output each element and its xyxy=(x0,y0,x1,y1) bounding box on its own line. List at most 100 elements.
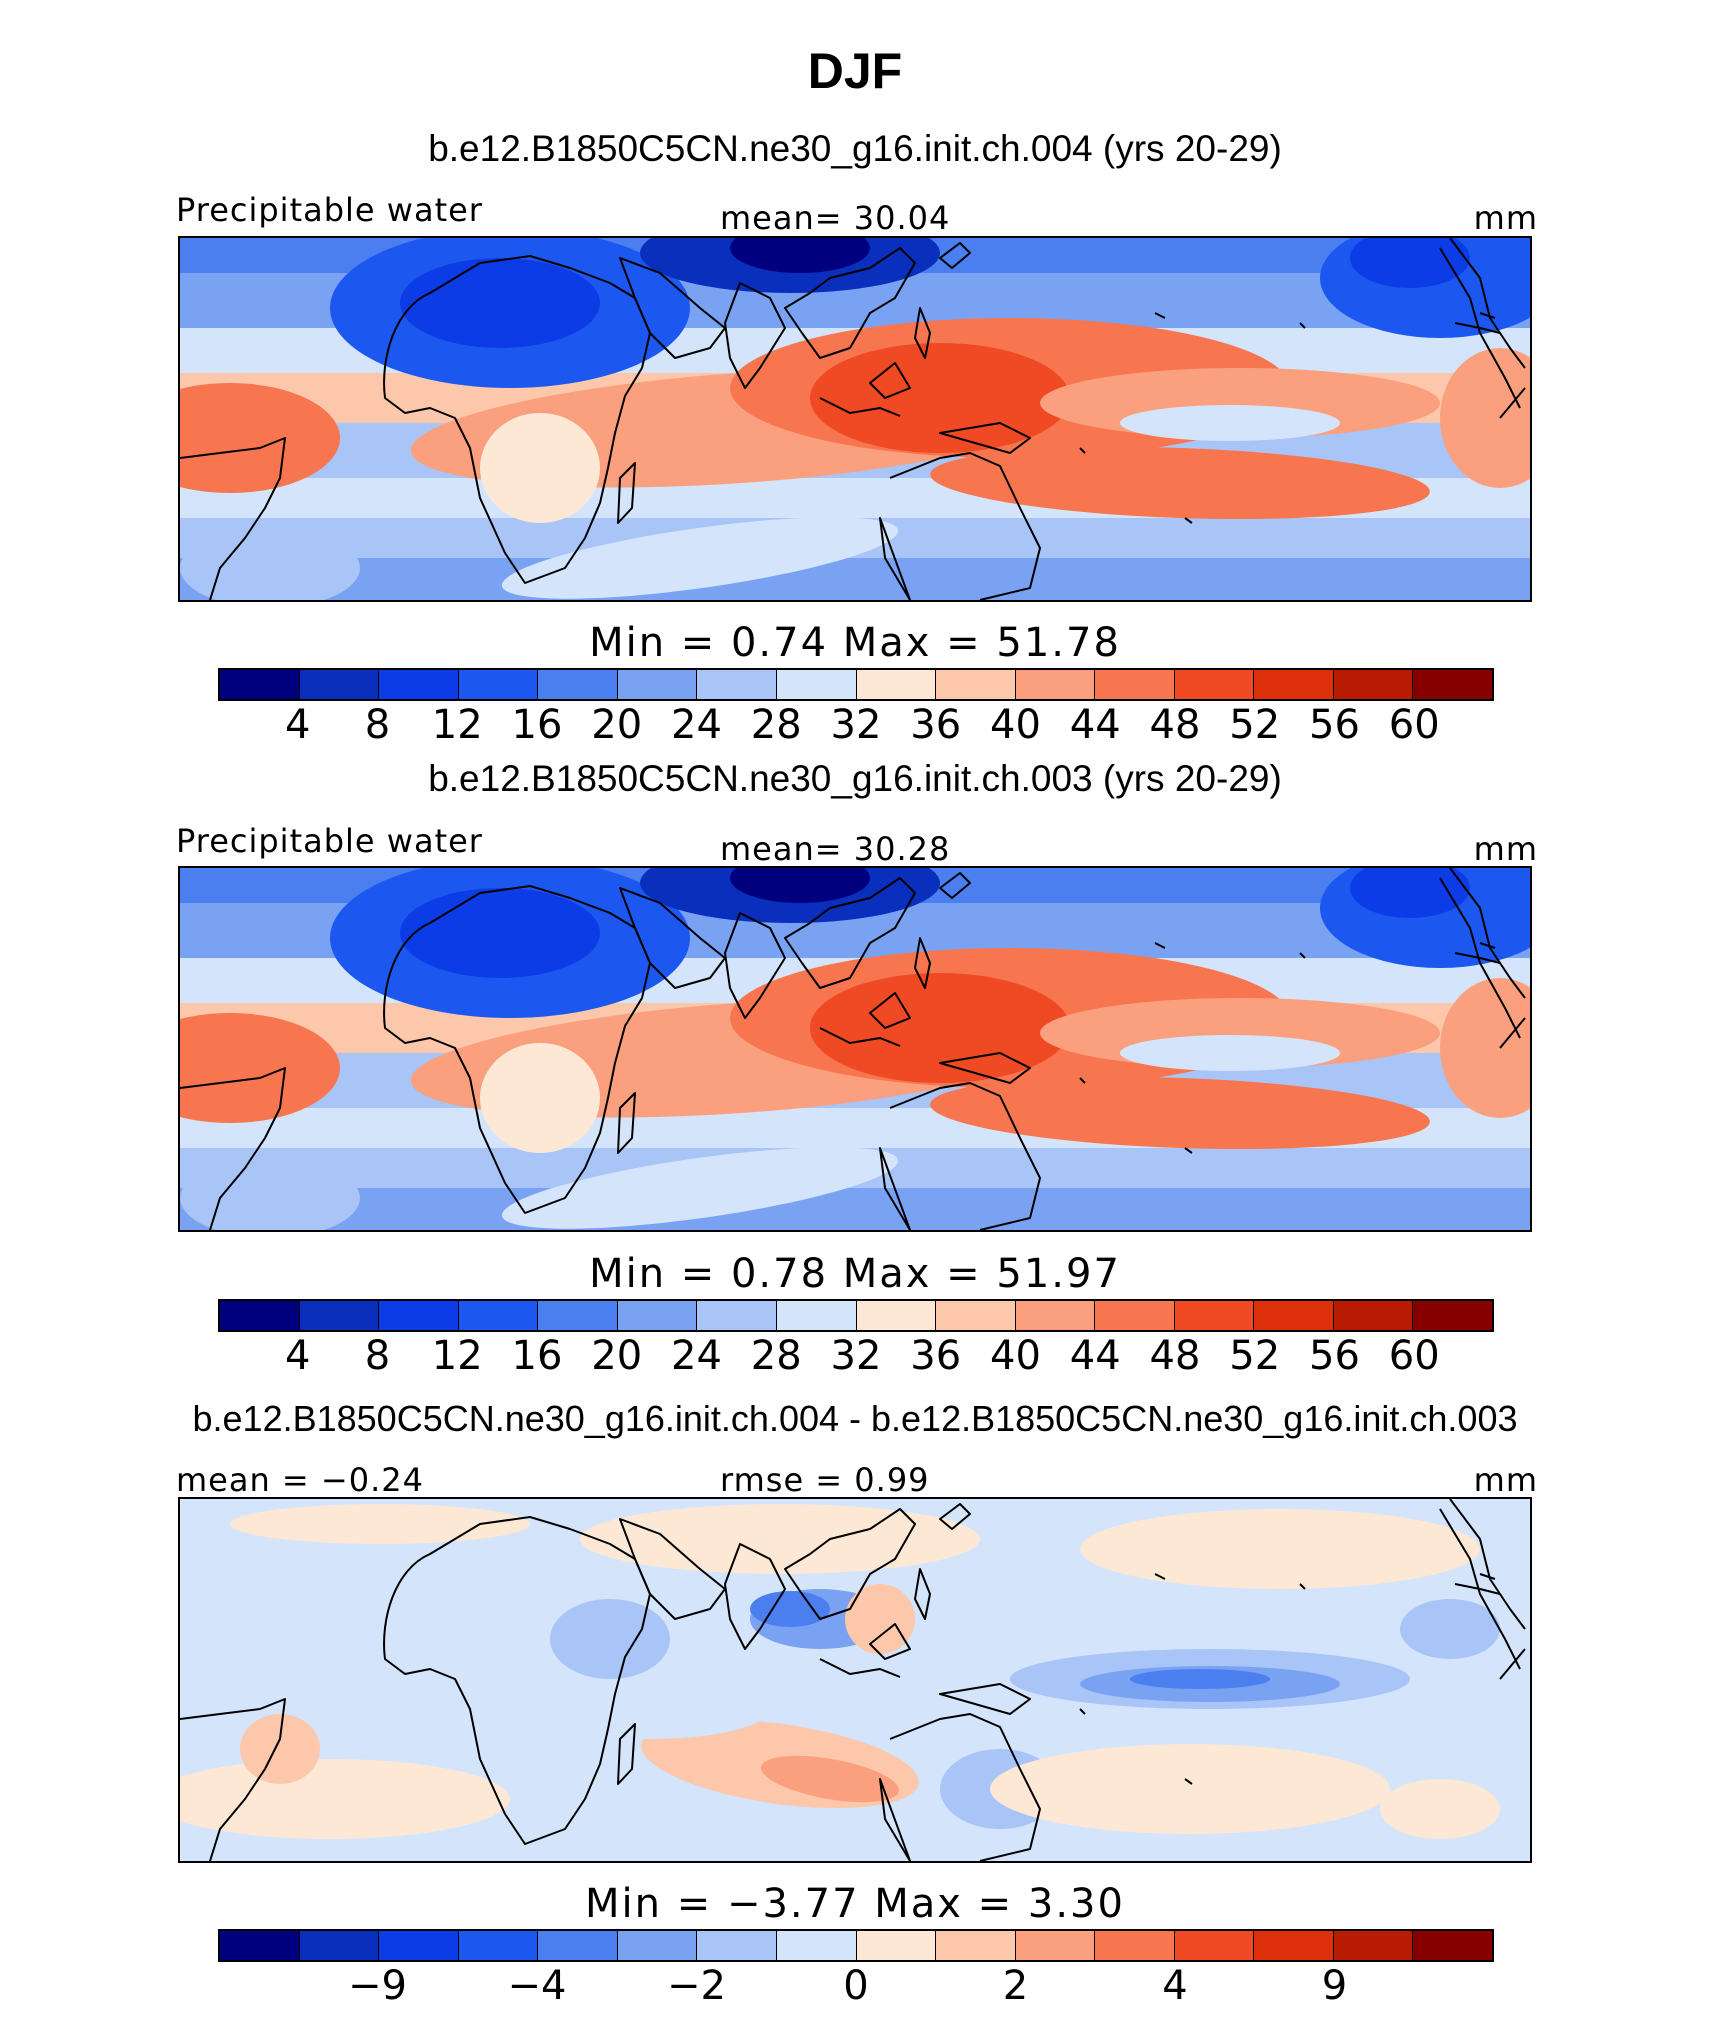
coastline xyxy=(1079,1573,1306,1785)
coastline xyxy=(1454,1573,1501,1595)
panel-1-variable-label: Precipitable water xyxy=(176,191,483,229)
colorbar-swatch xyxy=(299,1301,380,1330)
coastline xyxy=(383,1516,651,1845)
coastline xyxy=(1439,1499,1526,1680)
contour-region xyxy=(580,1504,980,1574)
contour-region xyxy=(180,383,340,493)
contour-region xyxy=(1380,1779,1500,1839)
colorbar-swatch xyxy=(1413,670,1492,699)
colorbar-swatch xyxy=(856,670,937,699)
colorbar-tick-label: 44 xyxy=(1069,702,1121,748)
colorbar-tick-label: 60 xyxy=(1388,1333,1440,1379)
colorbar-swatch xyxy=(220,670,300,699)
panel-3-mean-label: mean = −0.24 xyxy=(176,1461,424,1499)
coastline xyxy=(819,362,1031,454)
panel-2-variable-label: Precipitable water xyxy=(176,822,483,860)
coastline xyxy=(1079,942,1306,1154)
panel-3-rmse-label: rmse = 0.99 xyxy=(720,1461,930,1499)
colorbar-swatch xyxy=(538,1301,618,1330)
colorbar-swatch xyxy=(538,670,618,699)
coastline xyxy=(617,462,636,524)
contour-region xyxy=(1350,238,1470,288)
colorbar-swatch xyxy=(458,1301,539,1330)
panel-2-units-label: mm xyxy=(1473,830,1538,868)
colorbar-swatch xyxy=(1413,1931,1492,1960)
colorbar-tick-label: 24 xyxy=(671,702,722,748)
colorbar-swatch xyxy=(1015,1931,1096,1960)
colorbar-tick-label: 36 xyxy=(910,702,962,748)
contour-region xyxy=(750,1591,830,1627)
contour-region xyxy=(1080,1509,1480,1589)
colorbar-tick-label: 2 xyxy=(1002,1963,1029,2009)
panel-3-map xyxy=(178,1497,1532,1863)
colorbar-swatch xyxy=(697,1931,777,1960)
colorbar-swatch xyxy=(299,1931,380,1960)
coastline xyxy=(1454,942,1501,964)
coastline xyxy=(619,1518,726,1620)
colorbar-swatch xyxy=(1333,670,1414,699)
coastline xyxy=(939,242,971,269)
colorbar-tick-label: 40 xyxy=(990,1333,1041,1379)
colorbar-tick-label: 20 xyxy=(591,702,643,748)
colorbar-swatch xyxy=(776,670,857,699)
contour-region xyxy=(1350,868,1470,918)
coastline xyxy=(784,877,916,989)
contour-region xyxy=(1130,1669,1270,1689)
coastline xyxy=(1079,312,1306,524)
panel-2-min-max: Min = 0.78 Max = 51.97 xyxy=(589,1251,1121,1297)
colorbar-tick-label: 40 xyxy=(990,702,1041,748)
colorbar-swatch xyxy=(1015,1301,1096,1330)
contour-region xyxy=(480,413,600,523)
colorbar-tick-label: −4 xyxy=(507,1963,567,2009)
colorbar-tick-label: 56 xyxy=(1309,1333,1360,1379)
contour-region xyxy=(240,1714,320,1784)
colorbar-tick-label: 44 xyxy=(1069,1333,1121,1379)
contour-region xyxy=(730,238,870,273)
contour-region xyxy=(400,258,600,348)
panel-1-map xyxy=(178,236,1532,602)
coastline xyxy=(383,255,651,584)
colorbar-tick-label: 9 xyxy=(1321,1963,1348,2009)
colorbar-tick-label: 48 xyxy=(1149,1333,1201,1379)
colorbar-swatch xyxy=(220,1301,300,1330)
colorbar-tick-label: 4 xyxy=(285,1333,311,1379)
colorbar-swatch xyxy=(1174,1931,1255,1960)
colorbar-swatch xyxy=(1333,1301,1414,1330)
contour-region xyxy=(990,1744,1390,1834)
contour-region xyxy=(810,343,1070,453)
coastline xyxy=(619,887,726,989)
colorbar-swatch xyxy=(856,1931,937,1960)
contour-region xyxy=(180,1013,340,1123)
colorbar-swatch xyxy=(1413,1301,1492,1330)
colorbar-tick-label: 28 xyxy=(750,702,802,748)
colorbar-swatch xyxy=(1015,670,1096,699)
colorbar-swatch xyxy=(776,1301,857,1330)
colorbar-swatch xyxy=(936,1931,1016,1960)
panel-2-colorbar-ticks: 4 8 12 16 20 24 28 32 36 40 44 48 52 56 60 xyxy=(218,1333,1494,1379)
colorbar-swatch xyxy=(220,1931,300,1960)
figure-title: DJF xyxy=(807,43,903,99)
colorbar-swatch xyxy=(299,670,380,699)
contour-region xyxy=(930,446,1430,520)
colorbar-swatch xyxy=(1254,1931,1334,1960)
colorbar-swatch xyxy=(617,1931,698,1960)
coastline xyxy=(617,1092,636,1154)
coastline xyxy=(819,992,1031,1084)
colorbar-tick-label: 12 xyxy=(431,702,483,748)
colorbar-tick-label: 4 xyxy=(1162,1963,1188,2009)
contour-region xyxy=(530,1679,770,1739)
coastline xyxy=(724,1543,786,1650)
coastline xyxy=(784,247,916,359)
colorbar-swatch xyxy=(776,1931,857,1960)
coastline xyxy=(914,1568,931,1620)
colorbar-tick-label: 52 xyxy=(1229,1333,1281,1379)
coastline xyxy=(879,452,1041,600)
coastline xyxy=(879,1713,1041,1861)
colorbar-tick-label: 8 xyxy=(364,702,391,748)
contour-region xyxy=(230,1504,530,1544)
coastline xyxy=(724,282,786,389)
contour-region xyxy=(1120,1035,1340,1071)
panel-3-colorbar xyxy=(218,1929,1494,1962)
colorbar-tick-label: 32 xyxy=(830,1333,882,1379)
colorbar-swatch xyxy=(379,1931,459,1960)
